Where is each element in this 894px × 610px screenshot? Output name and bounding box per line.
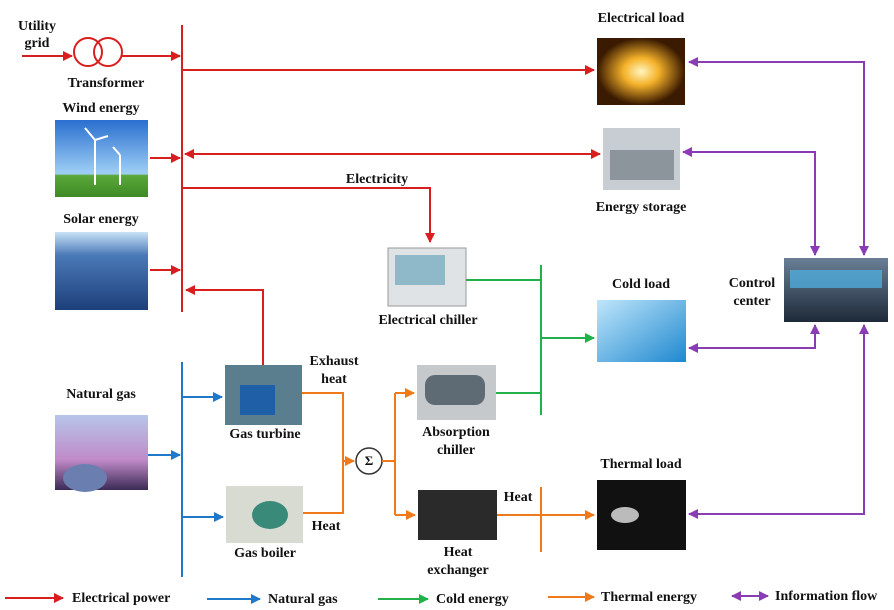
control-screens — [790, 270, 882, 288]
legend-label: Electrical power — [72, 591, 170, 606]
edge-label: Heat — [504, 490, 533, 505]
connector — [302, 393, 343, 513]
node-label: exchanger — [427, 563, 488, 578]
node-label: chiller — [437, 443, 475, 458]
symbol — [94, 38, 122, 66]
shower-image — [597, 480, 686, 550]
node-label: Utility — [18, 19, 56, 34]
node-label: Wind energy — [62, 101, 139, 116]
node-label: Gas turbine — [229, 427, 300, 442]
legend-label: Thermal energy — [601, 590, 697, 605]
absorption-body — [425, 375, 485, 405]
exchanger-image — [418, 490, 497, 540]
legend-label: Natural gas — [268, 592, 338, 607]
node-label: Absorption — [422, 425, 490, 440]
edge-label: Heat — [312, 519, 341, 534]
edge-label: heat — [321, 372, 347, 387]
wind-image — [55, 120, 148, 197]
chiller-fans — [395, 255, 445, 285]
node-label: Solar energy — [63, 212, 139, 227]
node-label: Thermal load — [600, 457, 681, 472]
connector — [186, 290, 263, 365]
connector — [689, 325, 864, 514]
shower-head — [611, 507, 639, 523]
node-label: Gas boiler — [234, 546, 296, 561]
node-label: Cold load — [612, 277, 670, 292]
legend: Electrical power Natural gas Cold energy… — [5, 589, 878, 607]
storage-units — [610, 150, 674, 180]
node-label: Electrical chiller — [378, 313, 477, 328]
connector — [689, 62, 864, 255]
legend-label: Cold energy — [436, 592, 509, 607]
edge-label: Exhaust — [309, 354, 358, 369]
node-label: Natural gas — [66, 387, 136, 402]
diagram: Utility grid Transformer Wind energy Sol… — [0, 0, 894, 610]
node-label: grid — [25, 36, 50, 51]
node-label: Energy storage — [596, 200, 687, 215]
gas-tank — [63, 464, 107, 492]
control-image — [784, 258, 888, 322]
gas-lines — [148, 362, 223, 577]
node-label: Electrical load — [598, 11, 685, 26]
connector — [182, 188, 430, 242]
node-label: Transformer — [68, 76, 145, 91]
bulb-image — [597, 38, 685, 105]
turbine-body — [240, 385, 275, 415]
node-label: Control — [729, 276, 776, 291]
boiler-body — [252, 501, 288, 529]
connector — [689, 325, 815, 348]
sum-symbol: Σ — [365, 453, 374, 468]
solar-image — [55, 232, 148, 310]
ice-image — [597, 300, 686, 362]
node-label: center — [733, 294, 770, 309]
node-label: Heat — [444, 545, 473, 560]
legend-label: Information flow — [775, 589, 878, 604]
edge-label: Electricity — [346, 172, 408, 187]
connector — [683, 152, 815, 255]
